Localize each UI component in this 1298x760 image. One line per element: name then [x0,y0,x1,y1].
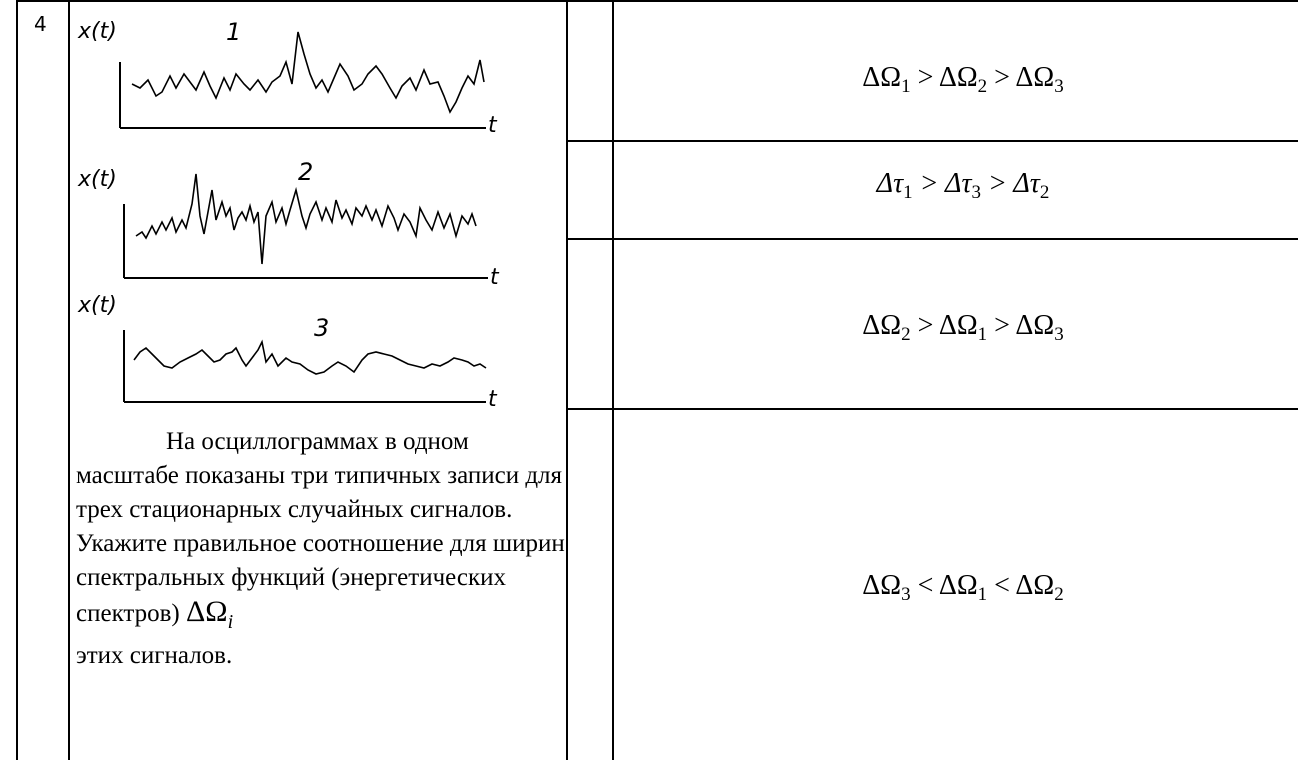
row-divider-3 [566,408,1298,410]
question-text: На осциллограммах в одном масштабе показ… [76,425,576,673]
oscillogram-1-number: 1 [226,18,241,46]
oscillogram-2: x(t) 2 t [76,146,581,290]
answer-option-3[interactable]: ΔΩ2 > ΔΩ1 > ΔΩ3 [862,310,1064,345]
answer-option-1[interactable]: ΔΩ1 > ΔΩ2 > ΔΩ3 [862,62,1064,97]
oscillogram-2-y-label: x(t) [77,167,117,192]
oscillogram-1-signal [131,31,485,114]
answer-table: 4 x(t) 1 t x(t) 2 t x(t) 3 t [16,0,1298,760]
oscillogram-3-x-label: t [488,387,498,412]
column-divider-1 [68,0,70,760]
oscillogram-3-signal [133,339,487,375]
answer-option-4[interactable]: ΔΩ3 < ΔΩ1 < ΔΩ2 [862,570,1064,605]
table-border-left [16,0,18,760]
oscillogram-3-y-label: x(t) [77,293,117,318]
oscillogram-2-x-label: t [490,265,500,290]
question-body: На осциллограммах в одном масштабе показ… [76,428,565,627]
oscillogram-1-x-label: t [488,113,498,138]
column-divider-3 [612,0,614,760]
column-divider-2 [566,0,568,760]
row-divider-2 [566,238,1298,240]
row-divider-1 [566,140,1298,142]
answer-option-2[interactable]: Δτ1 > Δτ3 > Δτ2 [876,168,1050,203]
oscillogram-1-y-label: x(t) [77,19,117,44]
oscillogram-3-number: 3 [314,314,329,342]
oscillogram-3: x(t) 3 t [76,290,581,420]
question-formula: ΔΩi [186,595,234,633]
row-number: 4 [34,12,47,36]
question-ending: этих сигналов. [76,642,233,669]
table-border-top [16,0,1298,2]
oscillogram-2-number: 2 [298,158,313,186]
oscillogram-1: x(t) 1 t [76,16,581,140]
oscillogram-2-signal [135,173,477,265]
